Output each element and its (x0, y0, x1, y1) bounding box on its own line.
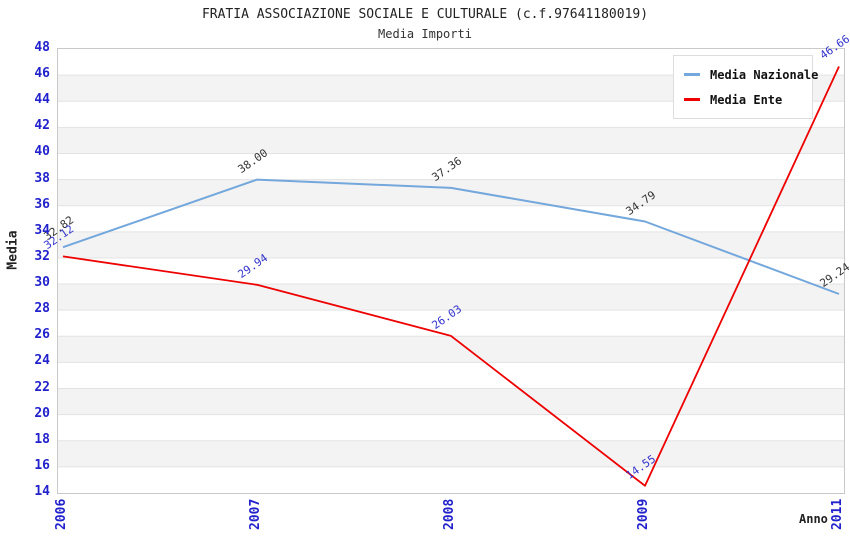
y-tick: 38 (34, 170, 50, 186)
x-tick: 2008 (442, 498, 457, 530)
x-tick: 2011 (830, 498, 845, 530)
chart-subtitle: Media Importi (378, 27, 472, 41)
legend-label: Media Ente (710, 92, 783, 107)
legend-entry: Media Ente (684, 87, 802, 112)
y-tick: 28 (34, 301, 50, 317)
legend: Media Nazionale Media Ente (673, 55, 818, 119)
y-tick: 14 (34, 484, 50, 499)
y-tick: 46 (34, 66, 50, 82)
plot-svg (58, 66, 844, 487)
y-tick: 26 (34, 327, 50, 343)
y-tick: 36 (34, 196, 50, 212)
y-tick: 44 (34, 92, 50, 108)
y-tick: 32 (34, 248, 50, 264)
y-tick: 16 (34, 457, 50, 473)
legend-label: Media Nazionale (710, 67, 819, 82)
band (58, 179, 844, 206)
y-tick: 20 (34, 405, 50, 421)
x-tick: 2009 (636, 498, 651, 530)
y-tick: 34 (34, 222, 50, 238)
series-line-0 (62, 178, 840, 295)
y-tick: 42 (34, 118, 50, 134)
band (58, 231, 844, 258)
band (58, 336, 844, 363)
y-tick: 30 (34, 275, 50, 291)
legend-swatch-line (684, 73, 700, 76)
band (58, 284, 844, 311)
y-tick: 40 (34, 144, 50, 160)
legend-entry: Media Nazionale (684, 62, 818, 87)
series-line-1 (62, 66, 840, 487)
y-tick: 24 (34, 353, 50, 369)
legend-swatch-line (684, 98, 700, 101)
y-tick: 22 (34, 379, 50, 395)
y-tick: 18 (34, 431, 50, 447)
band (58, 127, 844, 154)
band (58, 388, 844, 415)
y-tick: 48 (34, 40, 50, 55)
x-tick: 2007 (248, 498, 263, 530)
band (58, 440, 844, 467)
plot-area: 32.82 38.00 37.36 34.79 29.24 32.12 29.94 26.03… (42, 33, 850, 494)
x-tick: 2006 (54, 498, 69, 530)
chart-title: FRATIA ASSOCIAZIONE SOCIALE E CULTURALE … (201, 7, 649, 22)
x-axis-label: Anno (799, 512, 828, 526)
